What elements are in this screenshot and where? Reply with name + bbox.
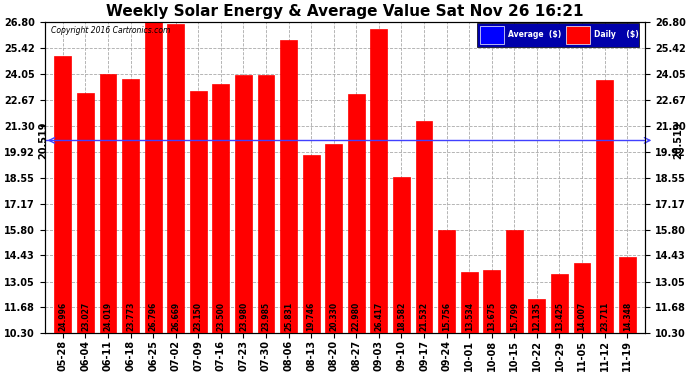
Text: 23.711: 23.711 (600, 302, 609, 331)
Bar (122, 79, 139, 333)
Bar (235, 75, 252, 333)
Text: 20.330: 20.330 (329, 302, 338, 331)
Bar (77, 93, 94, 333)
Bar (529, 299, 545, 333)
FancyBboxPatch shape (477, 23, 639, 46)
Text: 24.996: 24.996 (59, 302, 68, 331)
Bar (596, 80, 613, 333)
Text: 13.675: 13.675 (487, 302, 496, 331)
Text: 20.519: 20.519 (673, 122, 683, 159)
Text: 14.007: 14.007 (578, 302, 586, 331)
Bar (303, 155, 319, 333)
Bar (483, 270, 500, 333)
Text: 22.980: 22.980 (352, 302, 361, 331)
Bar (551, 274, 568, 333)
Bar (566, 26, 590, 44)
Bar (371, 29, 387, 333)
Text: 13.425: 13.425 (555, 302, 564, 331)
Bar (55, 56, 71, 333)
Text: 23.500: 23.500 (217, 302, 226, 331)
Bar (190, 91, 207, 333)
Text: Copyright 2016 Cartronics.com: Copyright 2016 Cartronics.com (51, 26, 170, 35)
Bar (415, 121, 433, 333)
Bar (348, 94, 365, 333)
Text: 23.985: 23.985 (262, 302, 270, 331)
Text: 14.348: 14.348 (622, 302, 631, 331)
Bar (393, 177, 410, 333)
Text: Average  ($): Average ($) (509, 30, 562, 39)
Bar (145, 22, 161, 333)
Bar (573, 263, 591, 333)
Text: 12.135: 12.135 (533, 302, 542, 331)
Bar (438, 230, 455, 333)
Text: 26.796: 26.796 (148, 302, 157, 331)
Text: 13.534: 13.534 (464, 302, 473, 331)
Text: 23.980: 23.980 (239, 302, 248, 331)
Bar (257, 75, 275, 333)
Text: Daily    ($): Daily ($) (593, 30, 638, 39)
Bar (619, 257, 635, 333)
Text: 21.532: 21.532 (420, 302, 428, 331)
Text: 26.669: 26.669 (171, 302, 180, 331)
Bar (167, 24, 184, 333)
Text: 25.831: 25.831 (284, 302, 293, 331)
Text: 23.150: 23.150 (194, 302, 203, 331)
Text: 23.773: 23.773 (126, 301, 135, 331)
Text: 26.417: 26.417 (375, 302, 384, 331)
Bar (461, 272, 477, 333)
Text: 20.519: 20.519 (39, 122, 48, 159)
Bar (213, 84, 229, 333)
Text: 15.799: 15.799 (510, 302, 519, 331)
Text: 15.756: 15.756 (442, 302, 451, 331)
Bar (506, 230, 523, 333)
Text: 19.746: 19.746 (306, 302, 315, 331)
Bar (480, 26, 504, 44)
Text: 18.582: 18.582 (397, 302, 406, 331)
Text: 24.019: 24.019 (104, 302, 112, 331)
Bar (325, 144, 342, 333)
Text: 23.027: 23.027 (81, 302, 90, 331)
Bar (99, 74, 117, 333)
Bar (280, 40, 297, 333)
Title: Weekly Solar Energy & Average Value Sat Nov 26 16:21: Weekly Solar Energy & Average Value Sat … (106, 4, 584, 19)
